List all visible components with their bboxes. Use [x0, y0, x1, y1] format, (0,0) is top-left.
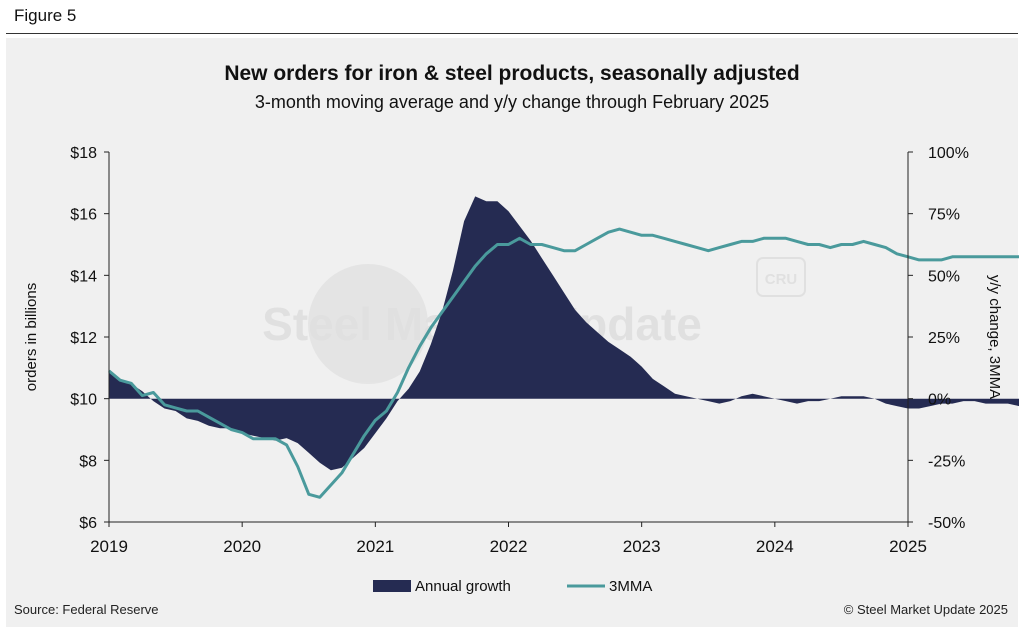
left-tick-label: $16 [70, 207, 97, 224]
left-axis-ticks: $6 $8 $10 $12 $14 $16 $18 [70, 145, 109, 532]
left-tick-label: $10 [70, 392, 97, 409]
right-tick-label: 25% [928, 330, 960, 347]
legend: Annual growth 3MMA [373, 578, 652, 595]
left-tick-label: $6 [79, 515, 97, 532]
left-tick-label: $14 [70, 268, 97, 285]
copyright-note: © Steel Market Update 2025 [843, 602, 1008, 617]
right-tick-label: 75% [928, 207, 960, 224]
x-tick-label: 2025 [889, 537, 927, 556]
right-tick-label: -50% [928, 515, 965, 532]
chart-subtitle: 3-month moving average and y/y change th… [254, 92, 770, 112]
left-tick-label: $18 [70, 145, 97, 162]
right-axis-ticks: -50% -25% 0% 25% 50% 75% 100% [908, 145, 969, 532]
x-tick-label: 2024 [756, 537, 794, 556]
right-tick-label: 100% [928, 145, 969, 162]
x-tick-label: 2022 [490, 537, 528, 556]
x-tick-label: 2020 [223, 537, 261, 556]
figure-label: Figure 5 [14, 6, 77, 25]
chart-title: New orders for iron & steel products, se… [224, 62, 800, 85]
right-tick-label: -25% [928, 453, 965, 470]
right-tick-label: 0% [928, 392, 951, 409]
legend-label-3mma: 3MMA [609, 578, 652, 595]
3mma-line [108, 227, 1019, 499]
x-tick-label: 2021 [356, 537, 394, 556]
left-tick-label: $8 [79, 453, 97, 470]
x-tick-label: 2019 [90, 537, 128, 556]
annual-growth-area [109, 196, 1019, 471]
right-axis-label: y/y change, 3MMA [986, 275, 1003, 399]
x-tick-label: 2023 [623, 537, 661, 556]
x-axis-ticks: 2019 2020 2021 2022 2023 2024 2025 [90, 522, 927, 556]
right-tick-label: 50% [928, 268, 960, 285]
legend-swatch-annual-growth [373, 580, 411, 592]
source-note: Source: Federal Reserve [14, 602, 159, 617]
watermark-badge: CRU [765, 271, 798, 288]
header-divider [6, 33, 1018, 34]
legend-label-annual-growth: Annual growth [415, 578, 511, 595]
left-axis-label: orders in billions [23, 283, 40, 391]
left-tick-label: $12 [70, 330, 97, 347]
